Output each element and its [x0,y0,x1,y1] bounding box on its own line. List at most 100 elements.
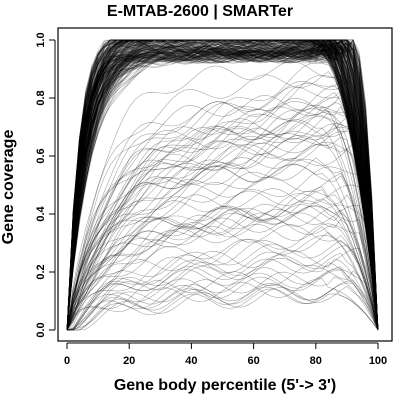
coverage-line [66,39,379,331]
coverage-line [66,41,379,331]
coverage-line [66,39,379,331]
coverage-line [66,39,379,331]
coverage-line [66,39,379,331]
coverage-line [66,39,379,331]
coverage-line [66,39,379,331]
x-axis: 0 20 40 60 80 100 [64,342,387,367]
coverage-line [66,39,379,331]
coverage-line [66,143,379,331]
coverage-line [66,39,379,331]
coverage-line [66,39,379,331]
coverage-line [66,39,379,331]
coverage-line [66,39,379,331]
coverage-line [66,39,379,331]
coverage-line [66,41,379,331]
coverage-line [66,39,379,331]
coverage-line [66,39,379,331]
coverage-line [66,39,379,331]
coverage-line [66,39,379,331]
coverage-line [66,41,379,331]
coverage-line [66,39,379,331]
coverage-line [66,39,379,331]
coverage-line [66,111,379,331]
coverage-line [66,39,379,331]
coverage-line [66,39,379,331]
coverage-line [66,39,379,331]
coverage-line [66,39,379,331]
coverage-line [66,39,379,331]
coverage-line [66,39,379,331]
coverage-line [66,39,379,331]
x-tick-label: 100 [369,355,387,367]
coverage-line [66,39,379,331]
coverage-line [66,39,379,331]
coverage-line [66,39,379,331]
coverage-line [66,39,379,331]
coverage-line [66,39,379,331]
coverage-line [66,39,379,331]
coverage-line [66,39,379,331]
chart-title: E-MTAB-2600 | SMARTer [106,3,294,20]
coverage-line [66,39,379,331]
coverage-line [66,39,379,331]
coverage-line [66,39,379,331]
coverage-line [66,39,379,331]
coverage-line [66,39,379,331]
coverage-line [66,39,379,331]
coverage-line [66,39,379,331]
coverage-line [66,39,379,331]
coverage-line [66,39,379,331]
coverage-line [66,271,379,331]
coverage-line [66,39,379,331]
coverage-line [66,39,379,331]
coverage-line [66,39,379,331]
y-tick-label: 0.8 [35,90,47,105]
coverage-line [66,39,379,331]
coverage-line [66,39,379,331]
coverage-line [66,39,379,331]
coverage-line [66,164,379,331]
coverage-line [66,39,379,331]
coverage-line [66,39,379,331]
coverage-line [66,112,379,331]
coverage-line [66,39,379,331]
plot-box [57,27,393,342]
coverage-line [67,282,379,331]
coverage-line [66,39,379,331]
x-tick-label: 40 [185,355,197,367]
coverage-line [66,39,379,331]
coverage-line [66,39,379,331]
coverage-line [66,39,379,331]
coverage-line [66,39,379,331]
coverage-line [67,252,379,331]
coverage-line [66,231,379,331]
coverage-line [66,39,379,331]
coverage-line [66,114,379,331]
coverage-line [66,39,379,331]
coverage-line [66,39,379,331]
coverage-line [66,134,379,331]
coverage-line [66,39,379,331]
coverage-line [66,39,379,331]
coverage-line [66,39,379,331]
coverage-line [66,39,379,331]
x-tick-label: 60 [247,355,259,367]
y-axis: 0.0 0.2 0.4 0.6 0.8 1.0 [35,32,56,338]
coverage-line [66,205,379,331]
coverage-line [66,39,379,331]
coverage-line [66,39,379,331]
coverage-line [66,39,379,331]
coverage-line [66,39,379,331]
coverage-line [66,39,379,331]
coverage-line [66,39,379,331]
coverage-line [66,39,379,331]
coverage-line [67,288,379,331]
coverage-line [66,39,379,331]
coverage-line [66,39,379,331]
coverage-line [66,39,379,331]
coverage-line [66,39,379,331]
coverage-line [66,39,379,331]
coverage-line [66,39,379,331]
coverage-line [66,39,379,331]
coverage-line [66,39,379,331]
